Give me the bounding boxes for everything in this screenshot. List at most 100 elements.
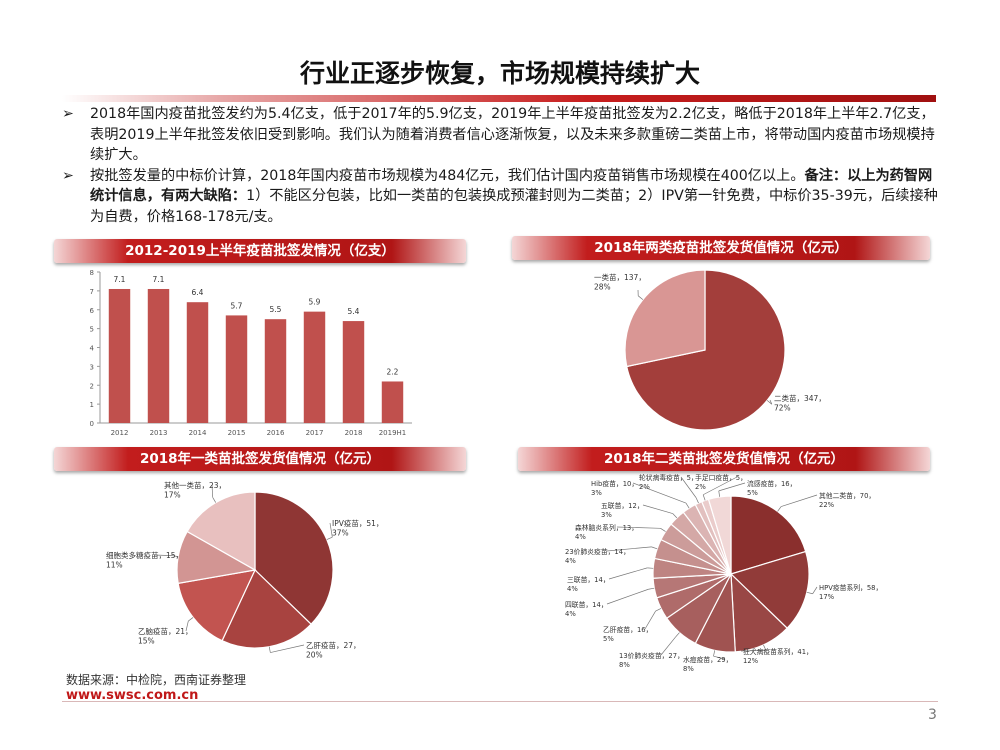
leader-line bbox=[769, 399, 773, 405]
bar-value-label: 7.1 bbox=[114, 275, 126, 284]
bar bbox=[264, 319, 287, 423]
pie-label: Hib疫苗，10， bbox=[591, 479, 638, 488]
leader-line bbox=[606, 588, 649, 605]
pie-label-pct: 17% bbox=[164, 491, 181, 500]
leader-line bbox=[718, 482, 746, 492]
pie-label: 其他二类苗，70， bbox=[819, 491, 875, 500]
leader-line bbox=[329, 522, 333, 538]
pie-label: 13价肺炎疫苗，27， bbox=[619, 651, 684, 660]
bar-value-label: 5.5 bbox=[270, 305, 282, 314]
x-tick-label: 2017 bbox=[306, 429, 324, 437]
bullet-text-1: 2018年国内疫苗批签发约为5.4亿支，低于2017年的5.9亿支，2019年上… bbox=[90, 106, 935, 163]
leader-line bbox=[660, 636, 676, 656]
leader-line bbox=[644, 610, 656, 630]
leader-line bbox=[680, 476, 697, 498]
pie-label-pct: 11% bbox=[106, 561, 123, 570]
pie-label: 其他一类苗，23， bbox=[164, 480, 226, 490]
pie-label-pct: 4% bbox=[565, 610, 576, 618]
footer-divider bbox=[62, 701, 938, 702]
pie-label-pct: 2% bbox=[639, 483, 650, 491]
leader-line bbox=[763, 644, 767, 651]
leader-line bbox=[806, 592, 813, 595]
pie-label-pct: 22% bbox=[819, 501, 835, 509]
x-tick-label: 2016 bbox=[267, 429, 285, 437]
y-tick-label: 8 bbox=[90, 269, 94, 277]
x-tick-label: 2012 bbox=[111, 429, 129, 437]
bar-value-label: 5.7 bbox=[231, 301, 243, 310]
y-tick-label: 3 bbox=[90, 363, 94, 371]
leader-line bbox=[812, 586, 818, 594]
pie-label: 一类苗，137， bbox=[594, 272, 646, 282]
bar bbox=[186, 302, 209, 423]
pie-label: 乙肝疫苗，27， bbox=[306, 640, 361, 650]
leader-line bbox=[608, 567, 648, 580]
pie-label-pct: 3% bbox=[601, 511, 612, 519]
bar bbox=[381, 381, 404, 423]
bar-value-label: 5.9 bbox=[309, 298, 321, 307]
pie-slice bbox=[626, 269, 786, 431]
leader-line bbox=[651, 546, 658, 550]
bar-value-label: 2.2 bbox=[387, 367, 399, 376]
pie-label-pct: 3% bbox=[591, 489, 602, 497]
pie-label: 乙肝疫苗，16， bbox=[603, 625, 652, 634]
leader-line bbox=[188, 617, 194, 622]
bar-chart: 0 1 2 3 4 5 6 7 8 7.1 2012 7.1 2013 6.4 2014 5.7 2015 5.5… bbox=[90, 269, 412, 437]
leader-line bbox=[326, 536, 333, 540]
pie-cat1-header: 2018年一类苗批签发货值情况（亿元） bbox=[54, 447, 466, 471]
bullet-arrow-icon: ➢ bbox=[62, 167, 74, 184]
page-number: 3 bbox=[928, 707, 937, 723]
y-tick-label: 7 bbox=[90, 288, 94, 296]
pie-label-pct: 37% bbox=[332, 529, 349, 538]
data-source: 数据来源：中检院，西南证券整理 bbox=[66, 673, 247, 687]
pie-two-header: 2018年两类疫苗批签发货值情况（亿元） bbox=[512, 236, 930, 260]
pie-label-pct: 20% bbox=[306, 651, 323, 660]
leader-line bbox=[648, 587, 655, 590]
pie-label-pct: 5% bbox=[747, 489, 758, 497]
leader-line bbox=[172, 555, 179, 557]
pie-cat2-header: 2018年二类苗批签发货值情况（亿元） bbox=[518, 447, 930, 471]
pie-label-pct: 5% bbox=[603, 635, 614, 643]
x-tick-label: 2019H1 bbox=[379, 429, 407, 437]
leader-line bbox=[211, 484, 214, 498]
bar-value-label: 7.1 bbox=[153, 275, 165, 284]
pie-label: 森林脑炎系列，13， bbox=[575, 523, 638, 532]
bar bbox=[303, 311, 326, 423]
bar-chart-header: 2012-2019上半年疫苗批签发情况（亿支） bbox=[54, 239, 466, 263]
y-tick-label: 2 bbox=[90, 382, 94, 390]
pie-label-pct: 2% bbox=[695, 483, 706, 491]
leader-line bbox=[270, 644, 305, 653]
pie-label: 手足口疫苗，5， bbox=[695, 473, 747, 482]
pie-label: 狂犬病疫苗系列，41， bbox=[743, 647, 813, 656]
bar bbox=[225, 315, 248, 423]
y-tick-label: 5 bbox=[90, 326, 94, 334]
pie-label: IPV疫苗，51， bbox=[332, 518, 383, 528]
leader-line bbox=[212, 497, 217, 503]
pie-label-pct: 8% bbox=[683, 665, 694, 673]
pie-label: 23价肺炎疫苗，14， bbox=[565, 547, 630, 556]
pie-label-pct: 17% bbox=[819, 593, 835, 601]
y-tick-label: 4 bbox=[90, 345, 95, 353]
pie-chart-category2: 其他二类苗，70，22% HPV疫苗系列，58，17% 狂犬病疫苗系列，41，12%… bbox=[565, 473, 882, 673]
leader-line bbox=[740, 650, 766, 652]
pie-label: 五联苗，12， bbox=[601, 501, 644, 510]
page-title: 行业正逐步恢复，市场规模持续扩大 bbox=[299, 59, 700, 88]
bar bbox=[108, 288, 131, 423]
pie-slice bbox=[186, 491, 256, 572]
leader-line bbox=[637, 295, 644, 300]
leader-line bbox=[672, 513, 678, 519]
pie-label: 细胞类多糖疫苗，15， bbox=[106, 550, 183, 560]
website-link[interactable]: www.swsc.com.cn bbox=[66, 688, 199, 703]
leader-line bbox=[713, 650, 716, 657]
bullet-item-1: ➢ 2018年国内疫苗批签发约为5.4亿支，低于2017年的5.9亿支，2019… bbox=[62, 104, 942, 166]
leader-line bbox=[685, 502, 690, 509]
pie-label: 四联苗，14， bbox=[565, 600, 608, 609]
leader-line bbox=[675, 632, 680, 638]
x-tick-label: 2014 bbox=[189, 429, 207, 437]
pie-label-pct: 28% bbox=[594, 283, 611, 292]
leader-line bbox=[185, 620, 189, 632]
pie-label-pct: 4% bbox=[565, 557, 576, 565]
pie-label: 乙脑疫苗，21， bbox=[138, 626, 193, 636]
leader-line bbox=[777, 506, 782, 512]
pie-label-pct: 4% bbox=[567, 585, 578, 593]
leader-line bbox=[632, 482, 687, 504]
